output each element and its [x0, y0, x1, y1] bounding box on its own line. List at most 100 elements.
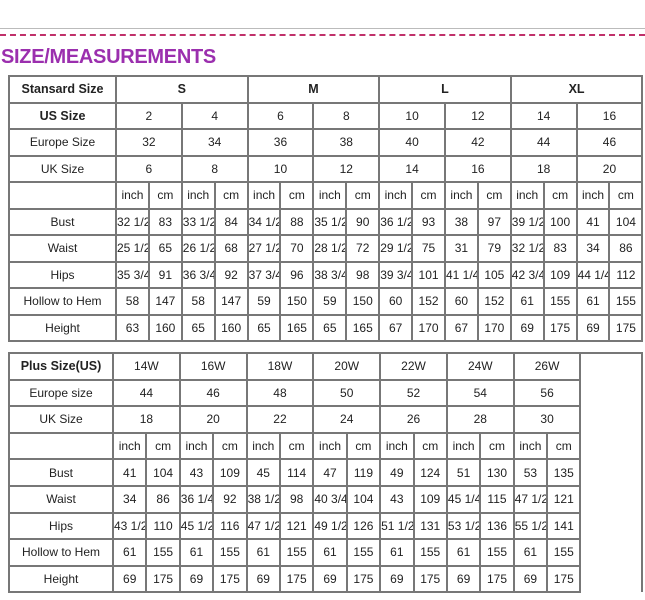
dashed-divider: [0, 34, 645, 36]
table-cell: 47: [312, 458, 348, 487]
table-cell: 61: [509, 287, 545, 316]
table-cell: 91: [147, 260, 183, 289]
table-cell: 69: [312, 564, 348, 594]
unit-label: cm: [411, 181, 446, 210]
table-cell: 155: [212, 538, 248, 567]
table-cell: 34: [180, 128, 249, 157]
table-cell: 109: [212, 458, 248, 487]
table-cell: 53: [512, 458, 549, 487]
table-cell: 58: [180, 287, 216, 316]
empty-cell: [579, 512, 644, 540]
size-header: 20W: [312, 352, 382, 381]
unit-label: cm: [145, 431, 181, 461]
table-cell: 115: [479, 484, 515, 514]
table-cell: 124: [412, 458, 448, 487]
table-cell: 14: [378, 154, 446, 183]
unit-label: inch: [246, 181, 282, 210]
table-cell: 160: [147, 313, 183, 342]
table-cell: 40: [378, 128, 446, 157]
table-cell: 30: [512, 405, 582, 434]
table-row: Hips 43 1/2 110 45 1/2 116 47 1/2 121 49 1/2 126…: [8, 511, 644, 541]
table-cell: 61: [379, 538, 415, 567]
table-cell: 175: [278, 564, 315, 594]
table-cell: 50: [312, 378, 382, 408]
table-cell: 69: [575, 313, 611, 342]
table-cell: 22: [245, 405, 315, 434]
unit-label: inch: [445, 431, 482, 461]
unit-label: cm: [412, 431, 448, 461]
table-cell: 60: [378, 287, 414, 316]
table-cell: 45: [245, 458, 281, 487]
table-cell: 2: [115, 101, 183, 130]
unit-label: inch: [378, 181, 414, 210]
table-cell: 160: [213, 313, 249, 342]
table-cell: 112: [608, 260, 644, 289]
table-cell: 40 3/4: [312, 484, 348, 514]
row-label: Waist: [8, 234, 117, 263]
table-cell: 86: [145, 484, 181, 514]
row-label: Hollow to Hem: [8, 538, 114, 567]
table-cell: 60: [443, 287, 479, 316]
table-cell: 53 1/2: [445, 511, 482, 541]
table-cell: 35 3/4: [115, 260, 150, 289]
table-row: Height 63 160 65 160 65 165 65 165 67 170 67 170 69 17…: [8, 313, 644, 342]
table-cell: 67: [378, 313, 414, 342]
unit-row: inch cm inch cm inch cm inch cm inch cm inch cm inch…: [8, 181, 644, 210]
table-cell: 27 1/2: [246, 234, 282, 263]
table-cell: 41 1/4: [443, 260, 479, 289]
table-cell: 51: [445, 458, 482, 487]
unit-label: inch: [180, 181, 216, 210]
table-cell: 121: [278, 511, 315, 541]
table-cell: 170: [476, 313, 512, 342]
unit-label: inch: [111, 431, 148, 461]
table-cell: 12: [312, 154, 381, 183]
table-cell: 8: [180, 154, 249, 183]
unit-label: inch: [312, 181, 348, 210]
table-row: UK Size 6 8 10 12 14 16 18 20: [8, 154, 644, 183]
table-cell: 45 1/4: [445, 484, 482, 514]
row-label: Hips: [8, 260, 117, 289]
table-cell: 36 3/4: [180, 260, 216, 289]
row-label: Waist: [8, 484, 114, 514]
table-row: Hips 35 3/4 91 36 3/4 92 37 3/4 96 38 3/4 98 39 3…: [8, 260, 644, 289]
table-cell: 130: [479, 458, 515, 487]
table-cell: 34: [111, 484, 148, 514]
table-cell: 47 1/2: [245, 511, 281, 541]
table-cell: 49 1/2: [312, 511, 348, 541]
table-cell: 69: [178, 564, 215, 594]
table-cell: 31: [443, 234, 479, 263]
table-cell: 55 1/2: [512, 511, 549, 541]
table-cell: 47 1/2: [512, 484, 549, 514]
table-cell: 110: [145, 511, 181, 541]
table-cell: 65: [147, 234, 183, 263]
table-cell: 93: [411, 207, 446, 236]
table-cell: 92: [212, 484, 248, 514]
table-cell: 69: [509, 313, 545, 342]
table-cell: 72: [345, 234, 381, 263]
unit-row: inch cm inch cm inch cm inch cm inch cm inch cm inch…: [8, 431, 644, 461]
table-cell: 70: [279, 234, 315, 263]
table-cell: 155: [542, 287, 578, 316]
unit-label: cm: [147, 181, 183, 210]
table-cell: 14: [509, 101, 578, 130]
unit-label: cm: [345, 181, 381, 210]
table-cell: 152: [411, 287, 446, 316]
empty-cell: [579, 352, 644, 380]
table-cell: 155: [145, 538, 181, 567]
table-cell: 109: [542, 260, 578, 289]
table-cell: 104: [345, 484, 382, 514]
table-cell: 155: [278, 538, 315, 567]
table-cell: 121: [546, 484, 582, 514]
table-cell: 54: [445, 378, 515, 408]
table-cell: 43: [379, 484, 415, 514]
table-cell: 135: [546, 458, 582, 487]
table-cell: 175: [412, 564, 448, 594]
table-row: UK Size 18 20 22 24 26 28 30: [8, 405, 644, 434]
table-cell: 61: [312, 538, 348, 567]
table-cell: 38: [443, 207, 479, 236]
table-cell: 59: [246, 287, 282, 316]
unit-label: cm: [476, 181, 512, 210]
row-label: Height: [8, 564, 114, 594]
table-cell: 83: [147, 207, 183, 236]
header-row: Plus Size(US) 14W 16W 18W 20W 22W 24W 26W: [8, 352, 644, 381]
